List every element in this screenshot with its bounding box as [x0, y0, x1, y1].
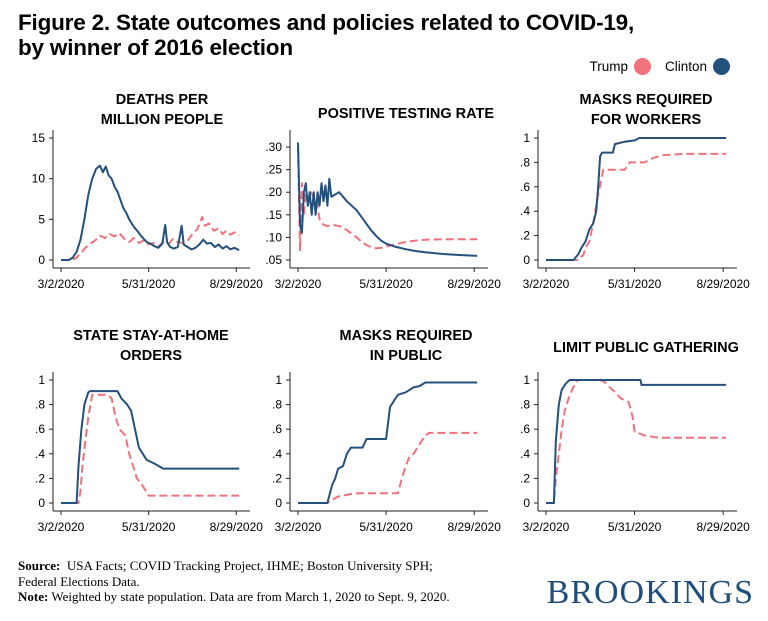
legend: Trump Clinton: [589, 58, 730, 75]
chart-4-title-line-2: ORDERS: [120, 348, 182, 364]
chart-3-title-line-1: MASKS REQUIRED: [580, 92, 713, 108]
y-tick-label: 0: [38, 253, 45, 267]
chart-3-title-line-2: FOR WORKERS: [591, 112, 702, 128]
x-tick-label: 5/31/2020: [608, 277, 662, 291]
y-tick-label: .10: [265, 230, 282, 244]
y-tick-label: 0: [523, 496, 530, 510]
x-tick-label: 3/2/2020: [38, 520, 85, 534]
y-tick-label: .4: [520, 204, 530, 218]
chart-6-title-line-1: LIMIT PUBLIC GATHERING: [553, 340, 739, 356]
x-tick-label: 3/2/2020: [523, 277, 570, 291]
y-tick-label: 1: [523, 131, 530, 145]
y-tick-label: .15: [265, 208, 282, 222]
x-tick-label: 5/31/2020: [122, 277, 176, 291]
series-line-clinton: [61, 164, 240, 261]
y-tick-label: .8: [35, 398, 45, 412]
y-tick-label: 15: [32, 131, 46, 145]
y-tick-label: .4: [520, 447, 530, 461]
y-tick-label: .6: [520, 180, 530, 194]
y-tick-label: .6: [272, 422, 282, 436]
y-tick-label: .20: [265, 185, 282, 199]
y-tick-label: .2: [520, 229, 530, 243]
series-line-clinton: [546, 379, 727, 504]
series-line-trump: [298, 431, 478, 504]
brookings-logo: BROOKINGS: [546, 574, 754, 611]
x-tick-label: 3/2/2020: [523, 520, 570, 534]
x-tick-label: 8/29/2020: [210, 277, 264, 291]
footer-notes: Source: USA Facts; COVID Tracking Projec…: [18, 558, 450, 605]
y-tick-label: 1: [38, 373, 45, 387]
x-tick-label: 8/29/2020: [210, 520, 264, 534]
x-tick-label: 8/29/2020: [448, 277, 502, 291]
y-tick-label: .6: [520, 422, 530, 436]
figure-title-line-2: by winner of 2016 election: [18, 35, 293, 60]
figure-title: Figure 2. State outcomes and policies re…: [18, 10, 634, 60]
y-tick-label: .30: [265, 140, 282, 154]
chart-1-title-line-1: DEATHS PER: [116, 92, 209, 108]
x-tick-label: 8/29/2020: [696, 520, 750, 534]
x-tick-label: 5/31/2020: [359, 277, 413, 291]
y-tick-label: .4: [272, 447, 282, 461]
x-tick-label: 8/29/2020: [448, 520, 502, 534]
chart-panel-2: POSITIVE TESTING RATE .05 .10 .15 .20 .25 .30 3…: [265, 106, 501, 291]
y-tick-label: .4: [35, 447, 45, 461]
chart-4-title-line-1: STATE STAY-AT-HOME: [73, 328, 229, 344]
chart-panel-3: MASKS REQUIRED FOR WORKERS 0 .2 .4 .6 .8 1 3/2/2…: [520, 92, 750, 291]
y-tick-label: 1: [275, 373, 282, 387]
legend-swatch-clinton: [713, 58, 730, 75]
chart-5-title-line-1: MASKS REQUIRED: [340, 328, 473, 344]
y-tick-label: 10: [32, 172, 46, 186]
note-text: Weighted by state population. Data are f…: [51, 589, 450, 604]
note-label: Note:: [18, 589, 49, 604]
series-line-clinton: [61, 390, 240, 504]
series-line-trump: [546, 152, 727, 261]
legend-label-clinton: Clinton: [664, 59, 707, 74]
chart-1-title-line-2: MILLION PEOPLE: [101, 112, 224, 128]
series-line-clinton: [297, 142, 478, 257]
y-tick-label: .8: [520, 398, 530, 412]
chart-panel-5: MASKS REQUIRED IN PUBLIC 0 .2 .4 .6 .8 1 3/2/202…: [272, 328, 501, 534]
chart-2-title-line-1: POSITIVE TESTING RATE: [318, 106, 494, 122]
y-tick-label: .2: [35, 471, 45, 485]
source-line-2: Federal Elections Data.: [18, 573, 140, 589]
y-tick-label: .2: [272, 471, 282, 485]
series-line-trump: [61, 215, 240, 261]
series-line-clinton: [298, 381, 478, 504]
y-tick-label: 0: [523, 253, 530, 267]
y-tick-label: .8: [272, 398, 282, 412]
chart-panel-4: STATE STAY-AT-HOME ORDERS 0 .2 .4 .6 .8 1 3/2/20…: [35, 328, 263, 534]
x-tick-label: 5/31/2020: [608, 520, 662, 534]
legend-label-trump: Trump: [589, 59, 628, 74]
y-tick-label: 5: [38, 212, 45, 226]
x-tick-label: 3/2/2020: [38, 277, 85, 291]
chart-panel-1: DEATHS PER MILLION PEOPLE 0 5 10 15 3/2/2020 5/…: [32, 92, 264, 291]
x-tick-label: 5/31/2020: [122, 520, 176, 534]
series-line-trump: [546, 379, 727, 504]
source-text: USA Facts; COVID Tracking Project, IHME;…: [66, 558, 433, 573]
x-tick-label: 3/2/2020: [275, 520, 322, 534]
y-tick-label: 0: [275, 496, 282, 510]
x-tick-label: 8/29/2020: [696, 277, 750, 291]
chart-panel-6: LIMIT PUBLIC GATHERING 0 .2 .4 .6 .8 1 3/2/2020…: [520, 340, 750, 534]
y-tick-label: .25: [265, 163, 282, 177]
source-line-1: Source: USA Facts; COVID Tracking Projec…: [18, 558, 450, 574]
y-tick-label: .6: [35, 422, 45, 436]
series-line-trump: [297, 146, 478, 252]
y-tick-label: 1: [523, 373, 530, 387]
y-tick-label: .8: [520, 155, 530, 169]
legend-swatch-trump: [633, 58, 651, 75]
series-line-clinton: [546, 137, 727, 261]
y-tick-label: 0: [38, 496, 45, 510]
y-tick-label: .2: [520, 471, 530, 485]
figure-title-line-1: Figure 2. State outcomes and policies re…: [18, 10, 635, 35]
source-label: Source:: [18, 558, 61, 573]
x-tick-label: 3/2/2020: [275, 277, 322, 291]
note-line: Note: Weighted by state population. Data…: [18, 589, 450, 605]
y-tick-label: .05: [265, 253, 282, 267]
series-line-trump: [61, 393, 240, 504]
chart-5-title-line-2: IN PUBLIC: [370, 348, 443, 364]
x-tick-label: 5/31/2020: [359, 520, 413, 534]
